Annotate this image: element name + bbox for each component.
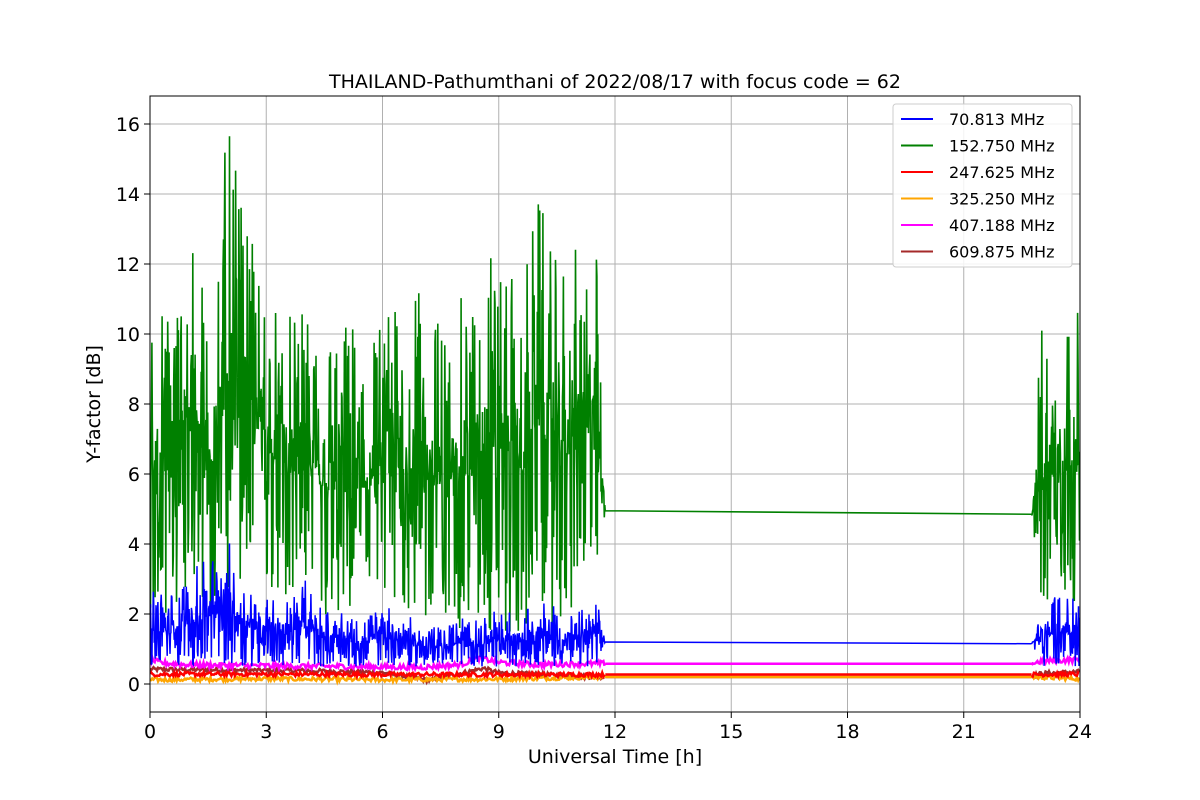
- legend: 70.813 MHz 152.750 MHz 247.625 MHz 325.250 …: [892, 103, 1073, 268]
- plot-area: [150, 136, 1080, 686]
- x-tick-label: 24: [1068, 721, 1092, 743]
- series-1: [150, 136, 1080, 632]
- legend-box: [892, 103, 1073, 268]
- x-tick-label: 15: [719, 721, 743, 743]
- legend-label: 609.875 MHz: [949, 243, 1054, 262]
- y-tick-label: 6: [128, 464, 140, 486]
- x-tick-label: 6: [376, 721, 388, 743]
- y-axis: 0 2 4 6 8 10 12 14 16: [116, 114, 150, 696]
- series-0: [150, 543, 1080, 667]
- x-tick-label: 12: [603, 721, 627, 743]
- legend-label: 247.625 MHz: [949, 163, 1054, 182]
- y-tick-label: 16: [116, 114, 140, 136]
- x-tick-label: 0: [144, 721, 156, 743]
- y-tick-label: 8: [128, 394, 140, 416]
- x-tick-label: 3: [260, 721, 272, 743]
- x-tick-label: 21: [952, 721, 976, 743]
- y-axis-label: Y-factor [dB]: [83, 345, 105, 464]
- series-line: [150, 668, 1080, 681]
- x-tick-label: 9: [493, 721, 505, 743]
- y-tick-label: 10: [116, 324, 140, 346]
- legend-label: 152.750 MHz: [949, 137, 1054, 156]
- y-tick-label: 2: [128, 604, 140, 626]
- legend-label: 407.188 MHz: [949, 216, 1054, 235]
- series-line: [150, 543, 1080, 667]
- x-axis: 0 3 6 9 12 15 18 21 24: [144, 712, 1092, 743]
- series-2: [150, 668, 1080, 681]
- x-tick-label: 18: [835, 721, 859, 743]
- legend-label: 70.813 MHz: [949, 110, 1044, 129]
- y-tick-label: 0: [128, 674, 140, 696]
- y-tick-label: 14: [116, 184, 140, 206]
- x-axis-label: Universal Time [h]: [528, 746, 702, 768]
- series-line: [150, 136, 1080, 632]
- y-tick-label: 12: [116, 254, 140, 276]
- legend-label: 325.250 MHz: [949, 190, 1054, 209]
- y-tick-label: 4: [128, 534, 140, 556]
- chart-title: THAILAND-Pathumthani of 2022/08/17 with …: [328, 71, 901, 93]
